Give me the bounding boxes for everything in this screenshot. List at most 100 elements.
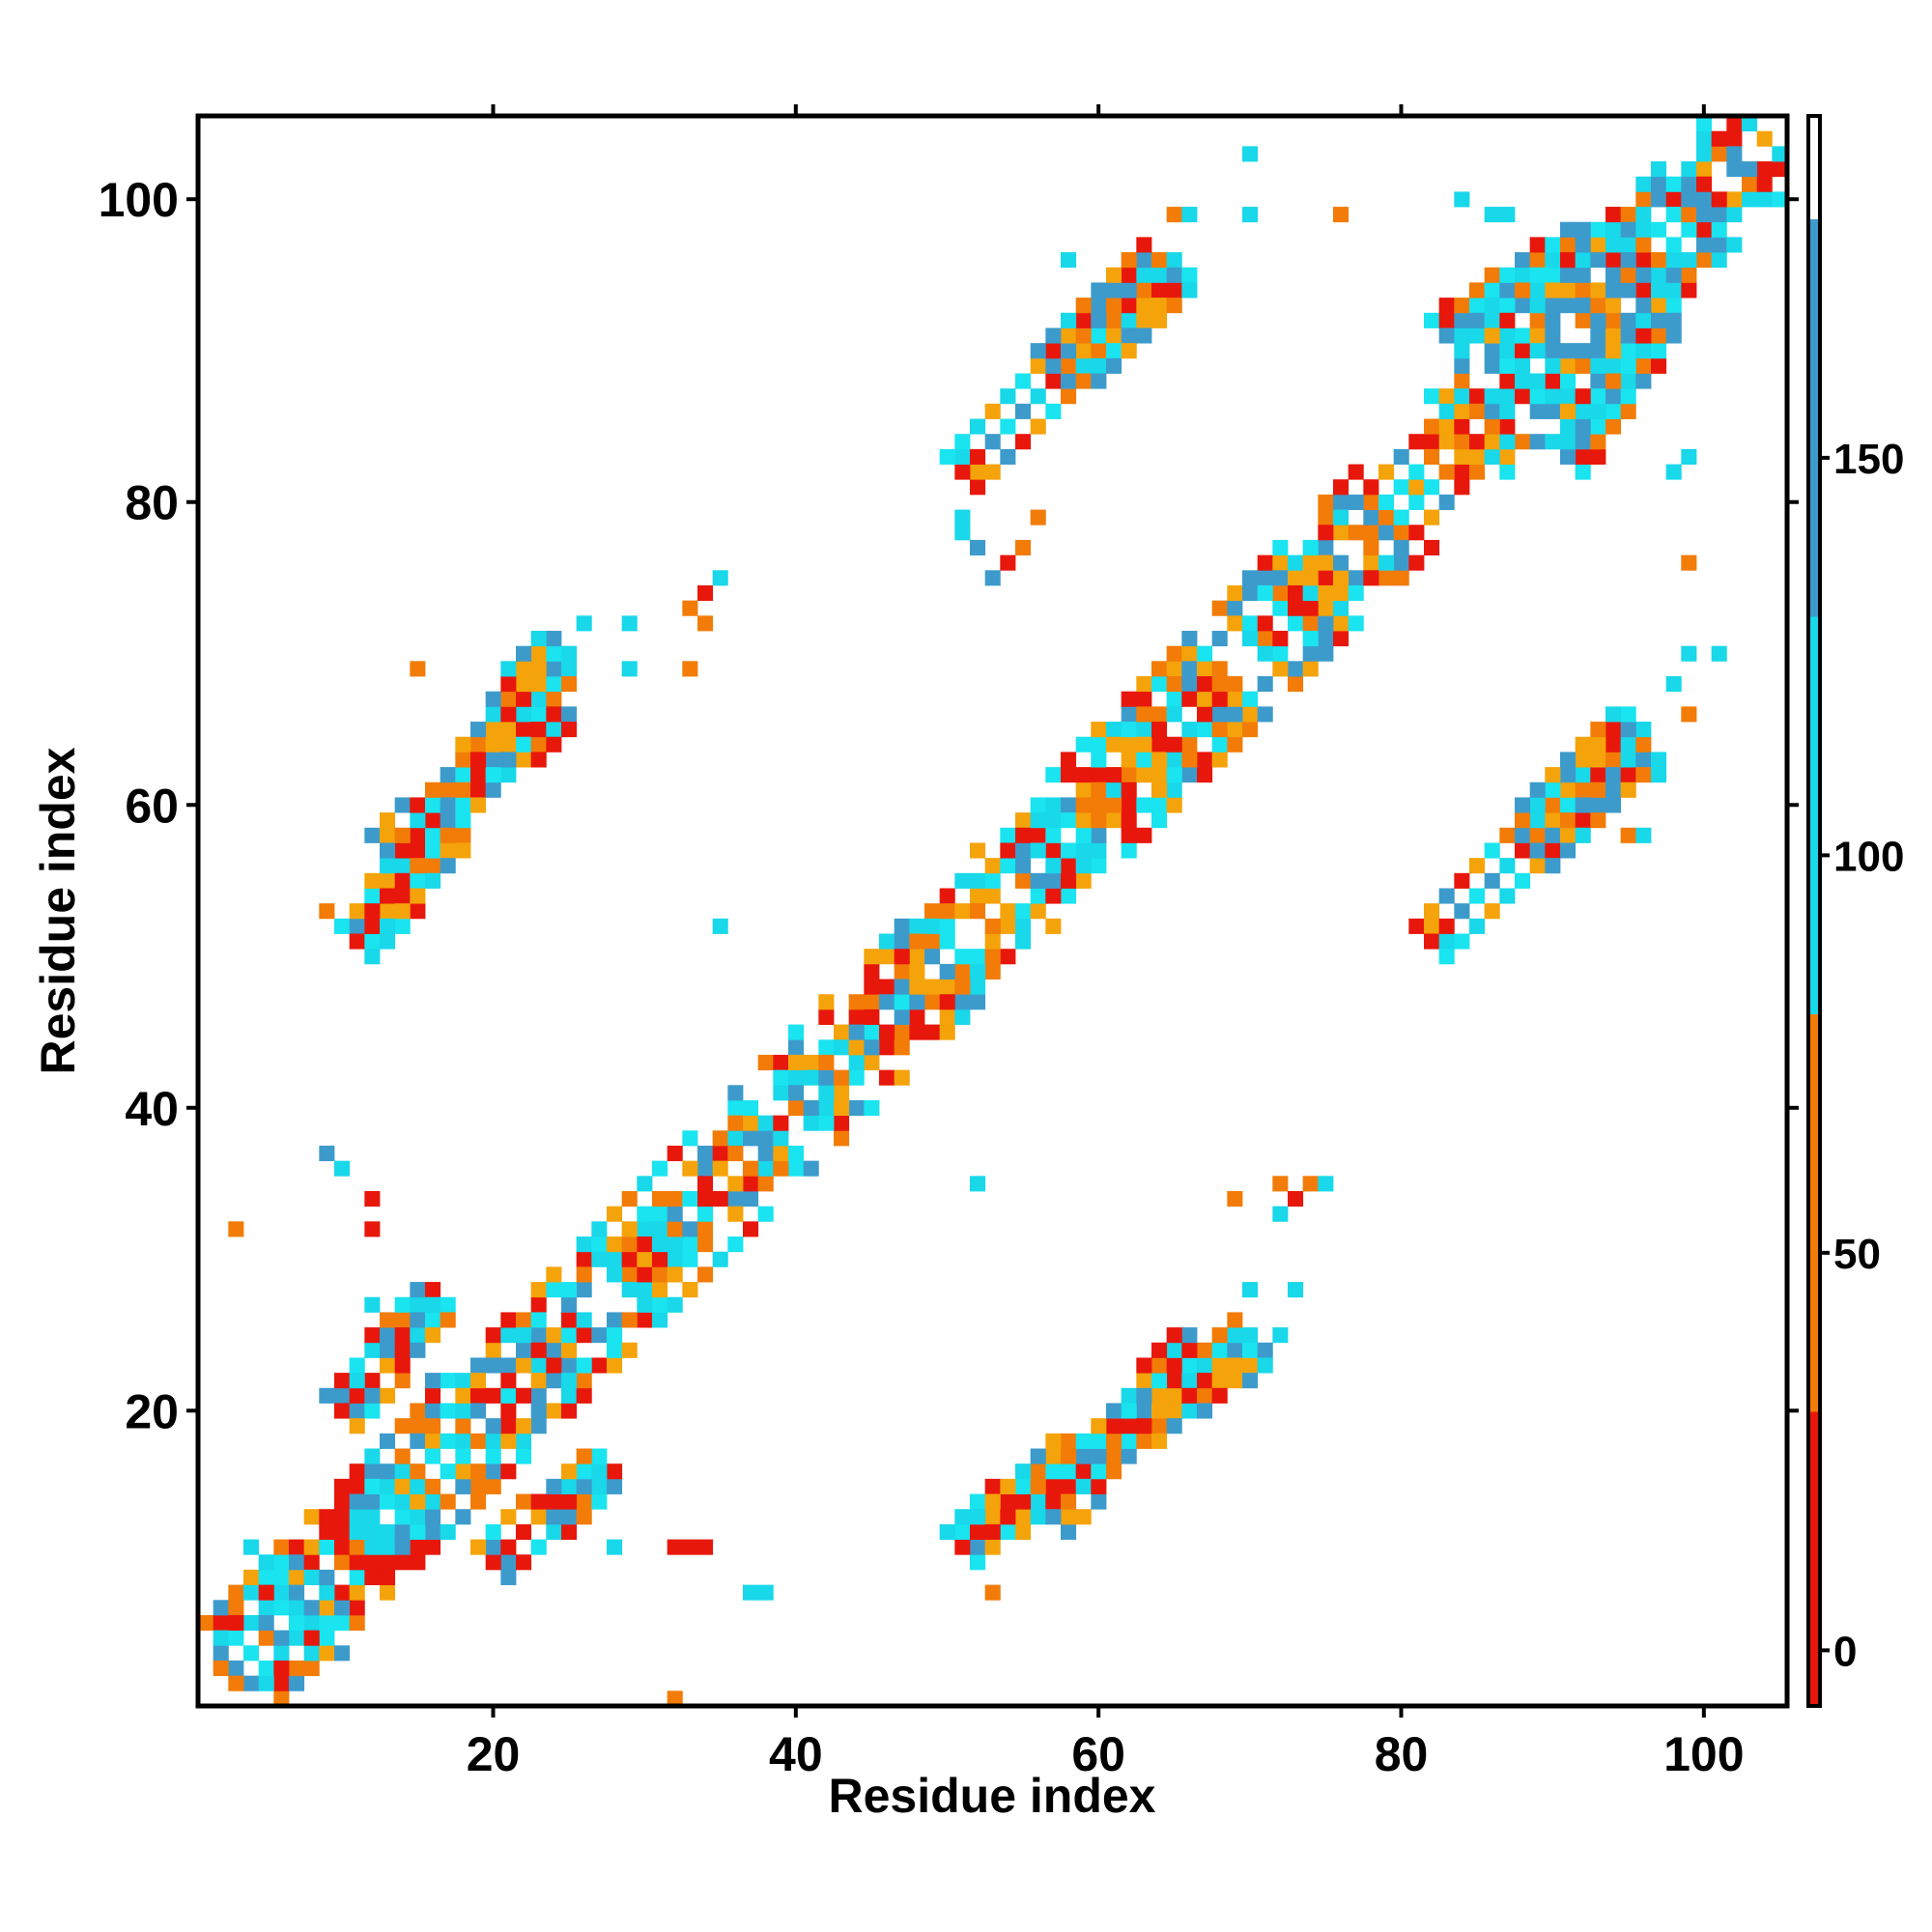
heatmap-cell [530, 1282, 547, 1298]
heatmap-cell [530, 661, 547, 677]
heatmap-cell [516, 1342, 532, 1358]
heatmap-cell [516, 676, 532, 693]
heatmap-cell [1424, 509, 1440, 526]
heatmap-cell [1696, 252, 1713, 269]
heatmap-cell [1529, 858, 1546, 874]
heatmap-cell [1408, 554, 1425, 571]
heatmap-cell [394, 1357, 411, 1374]
heatmap-cell [1181, 752, 1198, 768]
heatmap-cell [1756, 130, 1773, 147]
heatmap-cell [546, 1373, 562, 1389]
heatmap-cell [485, 1327, 501, 1344]
heatmap-cell [410, 1539, 426, 1555]
heatmap-cell [1393, 554, 1409, 571]
heatmap-cell [273, 1584, 290, 1601]
heatmap-cell [1015, 872, 1032, 889]
heatmap-cell [198, 1614, 214, 1632]
heatmap-cell [1045, 1463, 1062, 1480]
heatmap-cell [1378, 554, 1395, 571]
heatmap-cell [289, 1539, 305, 1555]
heatmap-cell [1197, 752, 1213, 768]
heatmap-cell [1454, 872, 1470, 889]
heatmap-cell [1015, 1493, 1032, 1510]
heatmap-cell [970, 888, 986, 904]
heatmap-cell [637, 1176, 653, 1192]
heatmap-cell [364, 1327, 381, 1344]
heatmap-cell [834, 1024, 850, 1040]
heatmap-cell [410, 827, 426, 843]
heatmap-cell [1136, 706, 1152, 723]
heatmap-cell [954, 448, 971, 465]
heatmap-cell [1651, 767, 1667, 783]
heatmap-cell [1106, 298, 1122, 314]
heatmap-cell [1333, 207, 1350, 223]
heatmap-cell [682, 1251, 698, 1267]
heatmap-cell [757, 1130, 774, 1147]
heatmap-cell [1499, 298, 1516, 314]
heatmap-cell [1197, 1403, 1213, 1419]
heatmap-cell [1681, 191, 1697, 208]
heatmap-cell [1438, 388, 1455, 405]
heatmap-cell [697, 584, 714, 602]
heatmap-cell [637, 1296, 653, 1313]
heatmap-cell [485, 1554, 501, 1571]
heatmap-cell [319, 1539, 335, 1555]
heatmap-cell [1635, 221, 1652, 238]
heatmap-cell [576, 1266, 592, 1283]
heatmap-cell [1575, 252, 1591, 269]
heatmap-cell [939, 918, 955, 934]
y-tick-label: 80 [125, 476, 179, 530]
heatmap-cell [1211, 691, 1228, 707]
heatmap-cell [455, 827, 471, 843]
heatmap-cell [1000, 903, 1016, 920]
heatmap-cell [530, 1403, 547, 1419]
heatmap-cell [380, 903, 396, 920]
heatmap-cell [1136, 267, 1152, 283]
heatmap-cell [984, 888, 1001, 904]
heatmap-cell [1106, 1463, 1122, 1480]
heatmap-cell [410, 842, 426, 859]
heatmap-cell [1665, 207, 1682, 223]
heatmap-cell [1681, 221, 1697, 238]
heatmap-cell [1288, 584, 1304, 602]
heatmap-cell [818, 1085, 835, 1101]
heatmap-cell [1121, 767, 1137, 783]
heatmap-cell [1529, 327, 1546, 344]
heatmap-cell [303, 1509, 320, 1525]
y-axis-ticks: 20 40 60 80 100 [99, 173, 1799, 1438]
heatmap-cell [530, 1296, 547, 1313]
heatmap-cell [1136, 312, 1152, 328]
heatmap-cell [607, 1463, 623, 1480]
heatmap-cell [576, 1357, 592, 1374]
heatmap-cell [1363, 570, 1379, 586]
heatmap-cell [455, 812, 471, 829]
heatmap-cell [410, 1523, 426, 1540]
heatmap-cell [1030, 1478, 1046, 1494]
heatmap-cell [818, 1099, 835, 1117]
heatmap-cell [1726, 130, 1743, 147]
heatmap-cell [1121, 706, 1137, 723]
heatmap-cell [394, 1296, 411, 1313]
heatmap-cell [319, 1584, 335, 1601]
heatmap-cell [1075, 827, 1092, 843]
heatmap-cell [1227, 1357, 1243, 1374]
heatmap-cell [1121, 1403, 1137, 1419]
heatmap-cell [576, 1387, 592, 1404]
heatmap-cell [984, 434, 1001, 450]
heatmap-cell [743, 1099, 759, 1117]
heatmap-cell [1333, 494, 1350, 510]
heatmap-cell [1045, 1433, 1062, 1449]
heatmap-cell [1015, 858, 1032, 874]
heatmap-cell [1529, 343, 1546, 359]
heatmap-cell [1211, 1342, 1228, 1358]
heatmap-cell [1560, 388, 1577, 405]
heatmap-cell [1363, 525, 1379, 541]
heatmap-cell [1242, 570, 1259, 586]
heatmap-cell [1681, 161, 1697, 178]
heatmap-cell [1136, 1373, 1152, 1389]
heatmap-cell [1575, 388, 1591, 405]
heatmap-cell [1545, 842, 1561, 859]
heatmap-cell [1681, 706, 1697, 723]
heatmap-cell [834, 1130, 850, 1147]
heatmap-cell [1318, 584, 1334, 602]
